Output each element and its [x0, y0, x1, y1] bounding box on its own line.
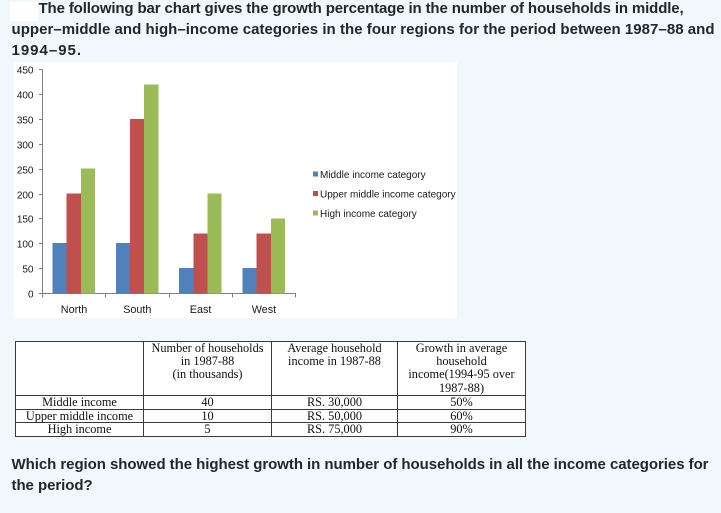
svg-text:100: 100 — [17, 240, 34, 251]
svg-text:400: 400 — [17, 91, 34, 102]
svg-text:Middle income category: Middle income category — [320, 170, 426, 181]
svg-text:South: South — [123, 304, 151, 316]
svg-text:350: 350 — [17, 116, 34, 127]
svg-text:Upper middle income category: Upper middle income category — [320, 190, 456, 201]
svg-text:North: North — [61, 304, 87, 316]
svg-text:450: 450 — [17, 66, 34, 77]
svg-text:0: 0 — [28, 290, 34, 301]
svg-text:200: 200 — [17, 191, 34, 202]
svg-text:50: 50 — [22, 265, 34, 276]
svg-text:High income category: High income category — [320, 209, 417, 220]
svg-text:East: East — [190, 304, 212, 316]
svg-text:300: 300 — [17, 141, 34, 152]
svg-text:250: 250 — [17, 166, 34, 177]
svg-text:West: West — [252, 304, 276, 316]
svg-text:150: 150 — [17, 215, 34, 226]
